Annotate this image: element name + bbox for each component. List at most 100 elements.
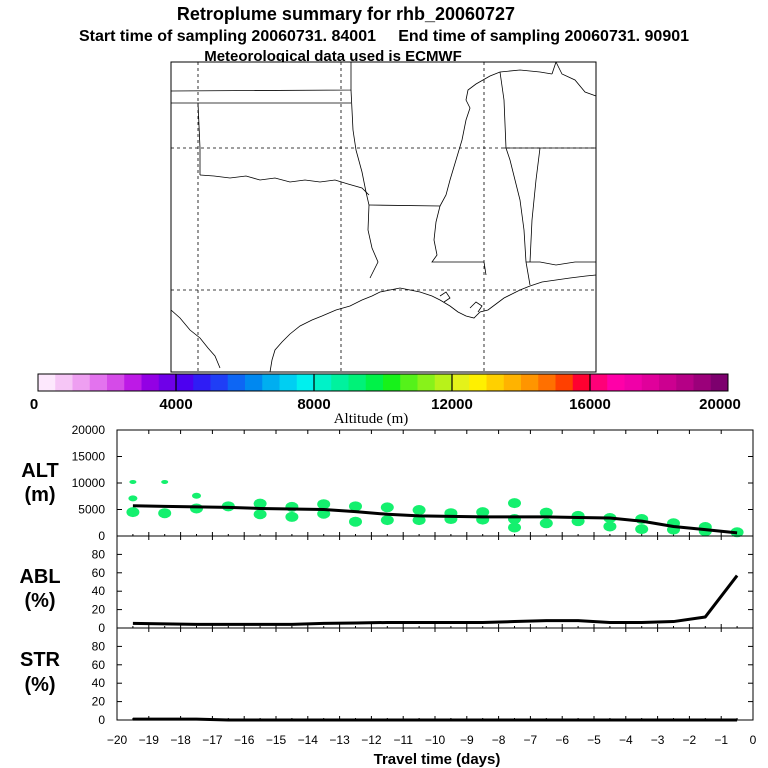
colorbar-cell [452,374,470,391]
colorbar-cell [296,374,315,391]
xtick-label: −9 [460,733,474,747]
altitude-point [380,515,394,526]
colorbar-cell [72,374,91,391]
panel-ylabel-unit: (m) [24,484,55,506]
panel-ylabel: ABL [19,566,60,588]
ytick-label: 0 [98,621,105,635]
ytick-label: 20 [92,695,106,709]
colorbar-cell [641,374,660,391]
altitude-point [380,502,394,513]
xtick-label: −8 [492,733,506,747]
ytick-label: 0 [98,713,105,727]
altitude-point [412,505,426,516]
ytick-label: 40 [92,584,106,598]
series-line-abl [132,574,739,626]
altitude-point [508,522,521,533]
ytick-label: 80 [92,639,106,653]
altitude-point [317,499,331,510]
colorbar-cell [383,374,401,391]
ytick-label: 5000 [78,503,105,517]
colorbar-cell [624,374,643,391]
colorbar-cell [141,374,160,391]
ytick-label: 15000 [72,450,106,464]
panel-frame [116,429,754,537]
colorbar-cell [89,374,108,391]
colorbar-tick-1: 4000 [159,396,192,413]
altitude-point [539,518,553,529]
panel-ylabel: STR [20,649,61,671]
ytick-label: 0 [98,529,105,543]
altitude-point [349,516,362,527]
title-line3: Meteorological data used is ECMWF [204,48,462,65]
ytick-label: 60 [92,566,106,580]
xtick-label: −16 [234,733,255,747]
xtick-label: −18 [170,733,191,747]
xtick-label: −12 [361,733,382,747]
colorbar-cell [365,374,384,391]
colorbar-cell [693,374,712,391]
colorbar-cell [176,374,194,391]
xtick-label: −6 [555,733,569,747]
altitude-point [317,508,331,519]
colorbar-cell [55,374,73,391]
panel-alt: ALT(m) 0 5000 10000 15000 20000 [21,423,754,543]
colorbar-cell [245,374,263,391]
altitude-point [285,511,299,522]
altitude-point [412,515,426,526]
xtick-label: −19 [139,733,160,747]
xtick-label: −3 [651,733,665,747]
colorbar-cell [124,374,142,391]
altitude-colorbar: 0 4000 8000 12000 16000 20000 Altitude (… [30,373,741,427]
altitude-point [603,521,617,532]
altitude-point [128,495,138,502]
colorbar-cell [538,374,556,391]
xtick-label: −10 [425,733,446,747]
altitude-point [253,498,267,509]
colorbar-frame [37,373,729,392]
colorbar-cell [590,374,608,391]
colorbar-tick-0: 0 [30,396,38,413]
colorbar-tick-3: 12000 [431,396,473,413]
ytick-label: 20 [92,603,106,617]
title-line2: Start time of sampling 20060731. 84001 E… [79,28,689,45]
altitude-point [349,501,362,512]
colorbar-dividers [175,374,591,391]
xtick-label: −1 [714,733,728,747]
series-line-alt [132,504,738,535]
ytick-label: 60 [92,658,106,672]
panel-abl: ABL(%) 0 20 40 60 80 [19,535,754,635]
colorbar-cell [676,374,694,391]
time-series-panels: ALT(m)05000100001500020000ABL(%)02040608… [19,423,756,768]
colorbar-cell [607,374,625,391]
xtick-label: −17 [202,733,223,747]
xtick-label: −5 [587,733,601,747]
colorbar-cell [210,374,229,391]
colorbar-cell [331,374,349,391]
xtick-label: −4 [619,733,633,747]
xtick-label: 0 [750,733,757,747]
xtick-label: −13 [329,733,350,747]
colorbar-cell [38,374,56,391]
colorbar-cell [434,374,453,391]
xtick-label: −14 [298,733,319,747]
xtick-label: −20 [107,733,128,747]
colorbar-cell [348,374,367,391]
map-borders [170,61,597,373]
ytick-label: 40 [92,676,106,690]
title-line1: Retroplume summary for rhb_20060727 [177,4,515,24]
panel-ylabel-unit: (%) [24,590,55,612]
series-line-str [132,717,738,722]
colorbar-cell [659,374,677,391]
altitude-point [192,492,201,499]
colorbar-cell [503,374,522,391]
colorbar-cell [158,374,177,391]
panel-frame [116,627,754,721]
colorbar-cell [314,374,332,391]
map-panel [170,61,597,373]
altitude-point [129,479,137,484]
panel-frame [116,535,754,629]
altitude-point [161,479,169,484]
colorbar-cell [469,374,487,391]
